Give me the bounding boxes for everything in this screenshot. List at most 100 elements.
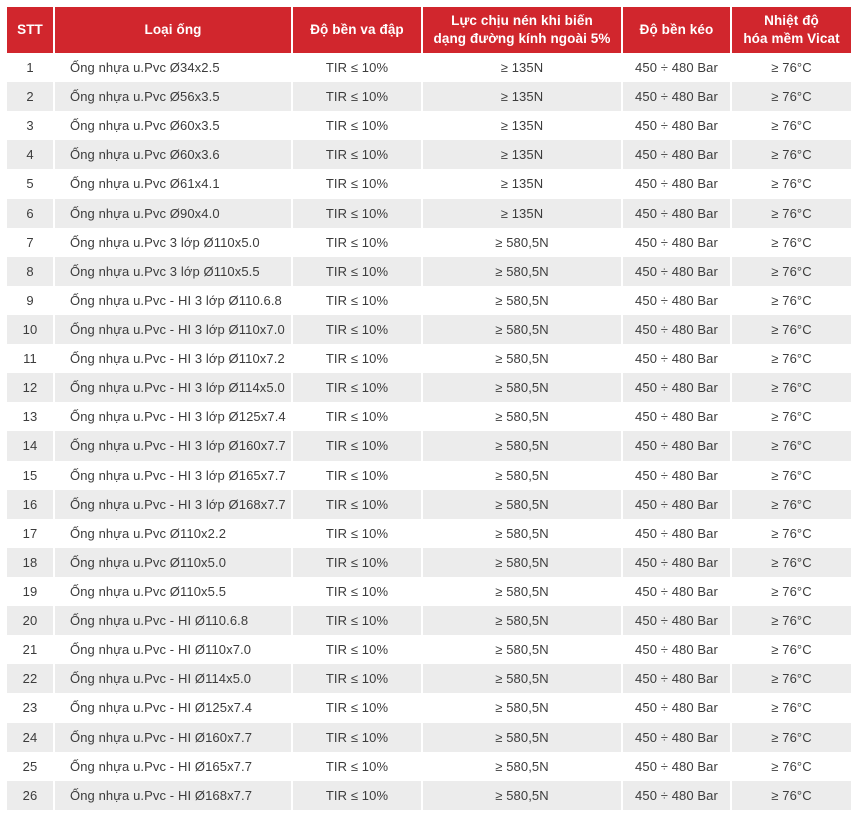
cell-luc-chiu-nen: ≥ 135N [423,82,621,112]
cell-nhiet-do-hoa-mem: ≥ 76°C [732,547,851,577]
table-row: 12 Ống nhựa u.Pvc - HI 3 lớp Ø114x5.0 TIR … [7,373,851,403]
table-row: 11 Ống nhựa u.Pvc - HI 3 lớp Ø110x7.2 TIR … [7,344,851,374]
cell-luc-chiu-nen: ≥ 135N [423,169,621,199]
cell-do-ben-va-dap: TIR ≤ 10% [293,635,421,665]
cell-do-ben-va-dap: TIR ≤ 10% [293,256,421,286]
cell-luc-chiu-nen: ≥ 580,5N [423,780,621,810]
cell-stt: 16 [7,489,53,519]
cell-luc-chiu-nen: ≥ 580,5N [423,606,621,636]
cell-do-ben-keo: 450 ÷ 480 Bar [623,111,730,141]
table-row: 15 Ống nhựa u.Pvc - HI 3 lớp Ø165x7.7 TIR … [7,460,851,490]
table-row: 13 Ống nhựa u.Pvc - HI 3 lớp Ø125x7.4 TIR … [7,402,851,432]
cell-do-ben-keo: 450 ÷ 480 Bar [623,751,730,781]
cell-luc-chiu-nen: ≥ 580,5N [423,489,621,519]
cell-stt: 24 [7,722,53,752]
cell-stt: 17 [7,518,53,548]
cell-luc-chiu-nen: ≥ 580,5N [423,751,621,781]
cell-nhiet-do-hoa-mem: ≥ 76°C [732,53,851,83]
cell-do-ben-va-dap: TIR ≤ 10% [293,780,421,810]
cell-stt: 22 [7,664,53,694]
table-row: 1 Ống nhựa u.Pvc Ø34x2.5 TIR ≤ 10% ≥ 135N 45… [7,53,851,83]
cell-do-ben-keo: 450 ÷ 480 Bar [623,635,730,665]
cell-do-ben-keo: 450 ÷ 480 Bar [623,344,730,374]
cell-loai-ong: Ống nhựa u.Pvc Ø60x3.6 [55,140,291,170]
cell-luc-chiu-nen: ≥ 580,5N [423,722,621,752]
cell-luc-chiu-nen: ≥ 580,5N [423,693,621,723]
cell-stt: 11 [7,344,53,374]
cell-do-ben-keo: 450 ÷ 480 Bar [623,547,730,577]
cell-nhiet-do-hoa-mem: ≥ 76°C [732,198,851,228]
cell-stt: 9 [7,285,53,315]
table-row: 9 Ống nhựa u.Pvc - HI 3 lớp Ø110.6.8 TIR ≤… [7,285,851,315]
cell-luc-chiu-nen: ≥ 580,5N [423,344,621,374]
cell-nhiet-do-hoa-mem: ≥ 76°C [732,111,851,141]
cell-loai-ong: Ống nhựa u.Pvc Ø56x3.5 [55,82,291,112]
cell-nhiet-do-hoa-mem: ≥ 76°C [732,460,851,490]
cell-luc-chiu-nen: ≥ 135N [423,140,621,170]
table-row: 8 Ống nhựa u.Pvc 3 lớp Ø110x5.5 TIR ≤ 10% ≥… [7,256,851,286]
cell-nhiet-do-hoa-mem: ≥ 76°C [732,256,851,286]
cell-luc-chiu-nen: ≥ 580,5N [423,227,621,257]
cell-loai-ong: Ống nhựa u.Pvc Ø110x5.0 [55,547,291,577]
cell-stt: 19 [7,576,53,607]
cell-do-ben-va-dap: TIR ≤ 10% [293,664,421,694]
cell-do-ben-va-dap: TIR ≤ 10% [293,431,421,461]
cell-stt: 1 [7,53,53,83]
cell-loai-ong: Ống nhựa u.Pvc Ø60x3.5 [55,111,291,141]
cell-stt: 25 [7,751,53,781]
header-cell-loai-ong: Loại ống [55,7,291,53]
cell-do-ben-keo: 450 ÷ 480 Bar [623,402,730,432]
cell-do-ben-keo: 450 ÷ 480 Bar [623,693,730,723]
cell-nhiet-do-hoa-mem: ≥ 76°C [732,635,851,665]
table-row: 10 Ống nhựa u.Pvc - HI 3 lớp Ø110x7.0 TIR … [7,314,851,345]
table-row: 14 Ống nhựa u.Pvc - HI 3 lớp Ø160x7.7 TIR … [7,431,851,461]
cell-luc-chiu-nen: ≥ 580,5N [423,402,621,432]
cell-stt: 3 [7,111,53,141]
cell-luc-chiu-nen: ≥ 580,5N [423,635,621,665]
cell-luc-chiu-nen: ≥ 580,5N [423,314,621,345]
cell-nhiet-do-hoa-mem: ≥ 76°C [732,606,851,636]
cell-do-ben-va-dap: TIR ≤ 10% [293,693,421,723]
table-row: 25 Ống nhựa u.Pvc - HI Ø165x7.7 TIR ≤ 10% ≥… [7,751,851,781]
cell-do-ben-va-dap: TIR ≤ 10% [293,518,421,548]
cell-do-ben-va-dap: TIR ≤ 10% [293,722,421,752]
cell-nhiet-do-hoa-mem: ≥ 76°C [732,780,851,810]
cell-stt: 8 [7,256,53,286]
header-cell-stt: STT [7,7,53,53]
cell-do-ben-va-dap: TIR ≤ 10% [293,140,421,170]
cell-do-ben-va-dap: TIR ≤ 10% [293,344,421,374]
cell-nhiet-do-hoa-mem: ≥ 76°C [732,169,851,199]
cell-do-ben-va-dap: TIR ≤ 10% [293,314,421,345]
table-row: 4 Ống nhựa u.Pvc Ø60x3.6 TIR ≤ 10% ≥ 135N 45… [7,140,851,170]
cell-stt: 5 [7,169,53,199]
header-cell-nhiet-do-hoa-mem: Nhiệt độ hóa mềm Vicat [732,7,851,53]
table-row: 18 Ống nhựa u.Pvc Ø110x5.0 TIR ≤ 10% ≥ 580,… [7,547,851,577]
cell-luc-chiu-nen: ≥ 580,5N [423,460,621,490]
cell-do-ben-keo: 450 ÷ 480 Bar [623,227,730,257]
cell-loai-ong: Ống nhựa u.Pvc Ø110x5.5 [55,576,291,607]
cell-do-ben-keo: 450 ÷ 480 Bar [623,780,730,810]
cell-nhiet-do-hoa-mem: ≥ 76°C [732,664,851,694]
cell-do-ben-va-dap: TIR ≤ 10% [293,82,421,112]
table-row: 16 Ống nhựa u.Pvc - HI 3 lớp Ø168x7.7 TIR … [7,489,851,519]
cell-stt: 14 [7,431,53,461]
cell-stt: 2 [7,82,53,112]
cell-stt: 10 [7,314,53,345]
cell-stt: 13 [7,402,53,432]
cell-loai-ong: Ống nhựa u.Pvc - HI 3 lớp Ø165x7.7 [55,460,291,490]
cell-do-ben-va-dap: TIR ≤ 10% [293,751,421,781]
pipe-spec-table: STT Loại ống Độ bền va đập Lực chịu nén … [7,7,851,810]
cell-do-ben-va-dap: TIR ≤ 10% [293,373,421,403]
cell-loai-ong: Ống nhựa u.Pvc - HI 3 lớp Ø114x5.0 [55,373,291,403]
table-row: 2 Ống nhựa u.Pvc Ø56x3.5 TIR ≤ 10% ≥ 135N 45… [7,82,851,112]
cell-do-ben-keo: 450 ÷ 480 Bar [623,606,730,636]
cell-do-ben-keo: 450 ÷ 480 Bar [623,431,730,461]
cell-do-ben-va-dap: TIR ≤ 10% [293,53,421,83]
cell-do-ben-keo: 450 ÷ 480 Bar [623,256,730,286]
cell-loai-ong: Ống nhựa u.Pvc 3 lớp Ø110x5.0 [55,227,291,257]
cell-luc-chiu-nen: ≥ 580,5N [423,431,621,461]
cell-nhiet-do-hoa-mem: ≥ 76°C [732,489,851,519]
header-cell-do-ben-va-dap: Độ bền va đập [293,7,421,53]
cell-luc-chiu-nen: ≥ 135N [423,53,621,83]
cell-loai-ong: Ống nhựa u.Pvc Ø61x4.1 [55,169,291,199]
